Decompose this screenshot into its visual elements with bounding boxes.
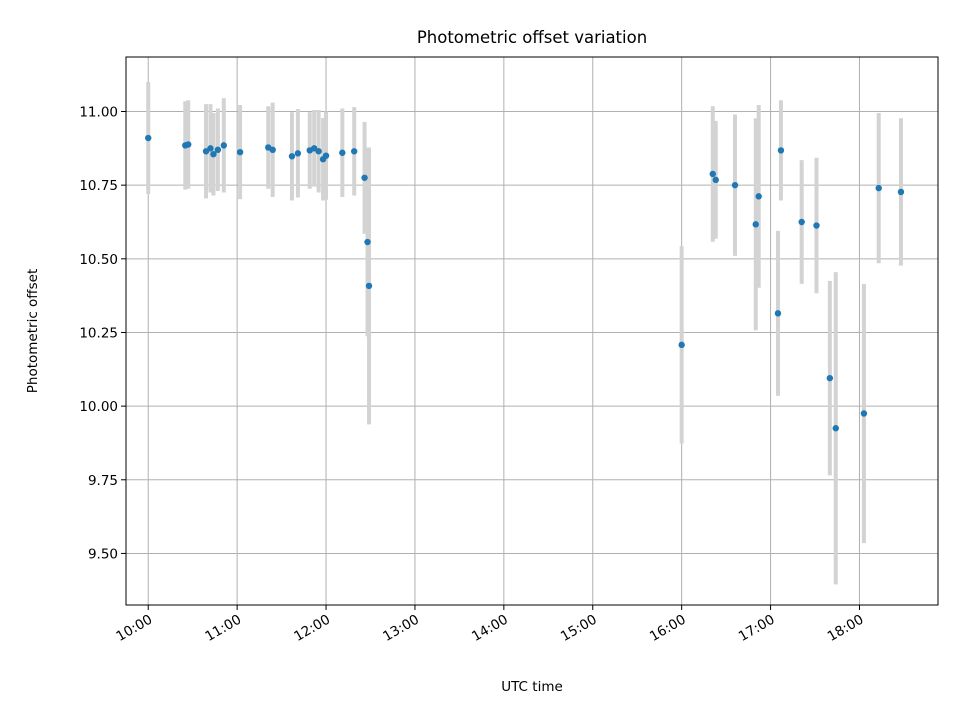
data-point xyxy=(712,176,719,184)
y-tick-label: 10.50 xyxy=(79,252,118,268)
data-point xyxy=(777,147,785,154)
data-point xyxy=(361,174,368,181)
data-point xyxy=(210,151,217,158)
data-point xyxy=(826,374,834,382)
data-point xyxy=(774,310,782,317)
data-point xyxy=(236,148,244,156)
data-point xyxy=(207,145,214,152)
y-tick-label: 10.25 xyxy=(79,325,118,341)
data-point xyxy=(294,150,302,157)
data-point xyxy=(315,148,322,155)
y-tick-label: 9.50 xyxy=(88,546,118,562)
data-point xyxy=(678,341,685,349)
data-point xyxy=(269,146,276,154)
plot-frame xyxy=(125,56,939,606)
data-point xyxy=(832,425,839,432)
y-tick-label: 10.75 xyxy=(79,178,118,194)
data-point xyxy=(322,152,330,159)
data-point xyxy=(220,142,227,149)
data-point xyxy=(860,410,868,417)
data-point xyxy=(288,153,296,160)
data-point xyxy=(185,141,192,148)
data-point xyxy=(875,184,882,192)
data-point xyxy=(813,222,820,229)
data-point xyxy=(350,148,358,155)
x-axis-label: UTC time xyxy=(501,679,563,695)
data-point xyxy=(897,188,905,196)
data-point xyxy=(145,134,152,142)
data-point xyxy=(709,170,716,178)
data-point xyxy=(798,218,805,226)
data-point xyxy=(752,221,759,228)
data-point xyxy=(339,149,346,156)
data-point xyxy=(214,146,222,154)
data-points xyxy=(145,134,905,432)
y-tick-label: 11.00 xyxy=(79,105,118,121)
data-point xyxy=(731,181,739,189)
data-point xyxy=(364,238,371,246)
y-tick-label: 9.75 xyxy=(88,473,118,489)
data-point xyxy=(365,282,373,290)
y-axis: 9.50 9.75 10.00 10.25 10.50 10.75 11.00 xyxy=(79,105,126,562)
y-tick-label: 10.00 xyxy=(79,399,118,415)
chart-title: Photometric offset variation xyxy=(417,28,647,47)
data-point xyxy=(755,193,762,200)
y-axis-label: Photometric offset xyxy=(25,269,41,393)
